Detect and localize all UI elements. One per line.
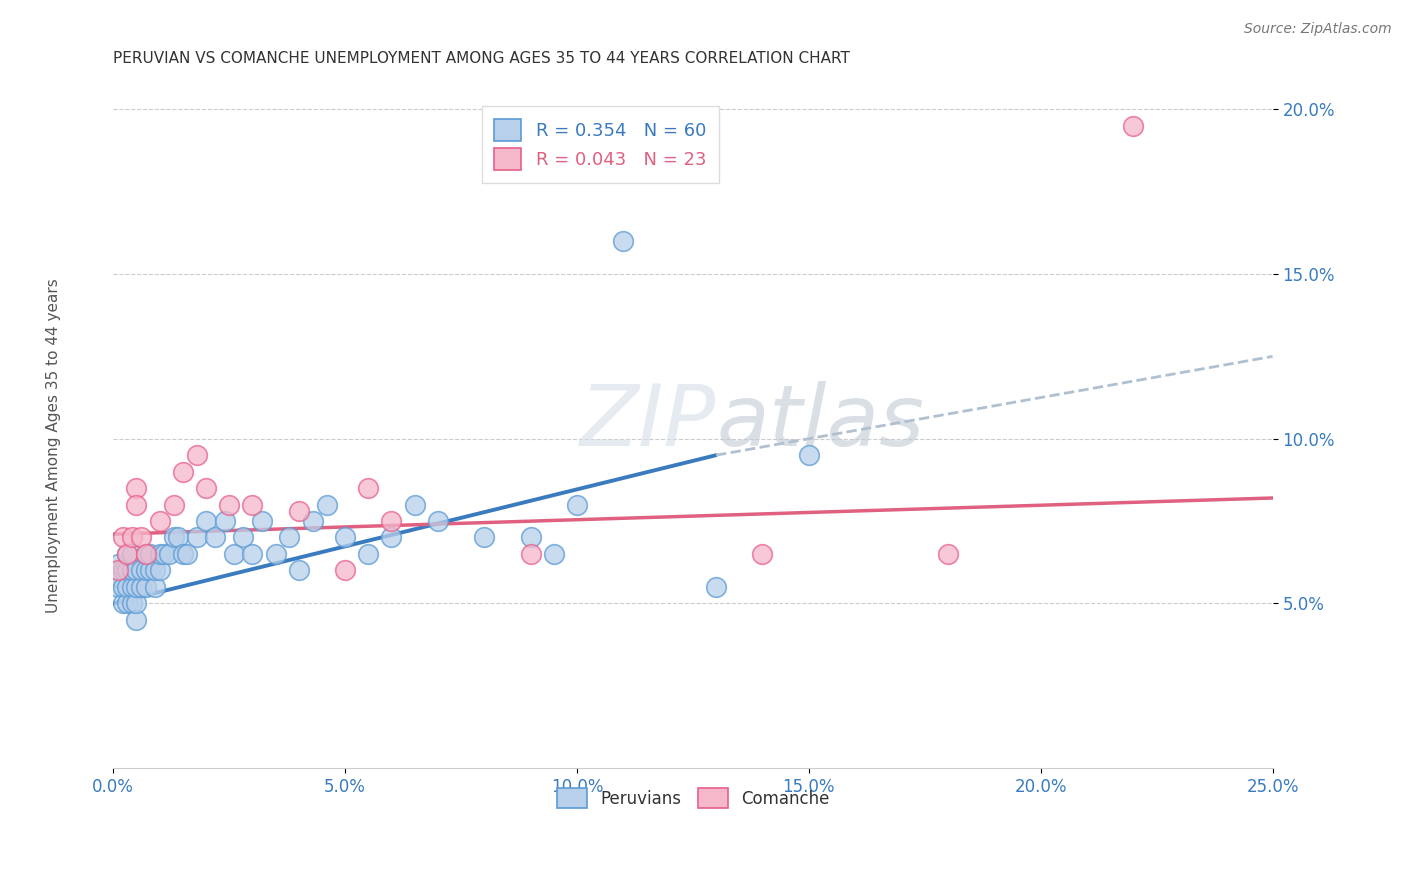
Point bbox=[135, 547, 157, 561]
Point bbox=[222, 547, 245, 561]
Point bbox=[153, 547, 176, 561]
Point bbox=[125, 596, 148, 610]
Point bbox=[797, 448, 820, 462]
Point bbox=[315, 498, 337, 512]
Point bbox=[404, 498, 426, 512]
Point bbox=[125, 481, 148, 495]
Point bbox=[115, 547, 138, 561]
Point bbox=[301, 514, 323, 528]
Point bbox=[380, 531, 402, 545]
Point bbox=[204, 531, 226, 545]
Point bbox=[121, 580, 143, 594]
Point bbox=[250, 514, 273, 528]
Point bbox=[107, 563, 129, 577]
Point bbox=[135, 547, 157, 561]
Point bbox=[111, 596, 134, 610]
Text: ZIP: ZIP bbox=[579, 381, 716, 464]
Point bbox=[115, 547, 138, 561]
Point bbox=[242, 547, 264, 561]
Point bbox=[143, 563, 166, 577]
Point bbox=[107, 580, 129, 594]
Point bbox=[115, 580, 138, 594]
Point bbox=[1122, 119, 1144, 133]
Point bbox=[242, 498, 264, 512]
Point bbox=[232, 531, 254, 545]
Point bbox=[565, 498, 588, 512]
Point bbox=[543, 547, 565, 561]
Point bbox=[121, 563, 143, 577]
Point bbox=[751, 547, 773, 561]
Point bbox=[157, 547, 180, 561]
Point bbox=[129, 531, 152, 545]
Point bbox=[149, 563, 172, 577]
Point bbox=[115, 563, 138, 577]
Point bbox=[357, 481, 380, 495]
Point bbox=[704, 580, 727, 594]
Point bbox=[195, 481, 218, 495]
Point bbox=[172, 547, 194, 561]
Point bbox=[107, 557, 129, 571]
Point bbox=[519, 547, 541, 561]
Point bbox=[167, 531, 190, 545]
Point bbox=[287, 563, 309, 577]
Point bbox=[172, 465, 194, 479]
Text: Source: ZipAtlas.com: Source: ZipAtlas.com bbox=[1244, 22, 1392, 37]
Point bbox=[129, 563, 152, 577]
Point bbox=[472, 531, 495, 545]
Point bbox=[135, 580, 157, 594]
Point bbox=[936, 547, 959, 561]
Point bbox=[121, 531, 143, 545]
Point bbox=[125, 613, 148, 627]
Point bbox=[139, 547, 162, 561]
Text: Unemployment Among Ages 35 to 44 years: Unemployment Among Ages 35 to 44 years bbox=[46, 278, 60, 614]
Point bbox=[111, 531, 134, 545]
Point bbox=[135, 563, 157, 577]
Point bbox=[333, 563, 356, 577]
Point bbox=[111, 563, 134, 577]
Point bbox=[111, 580, 134, 594]
Point bbox=[264, 547, 287, 561]
Point bbox=[162, 531, 184, 545]
Point bbox=[333, 531, 356, 545]
Legend: Peruvians, Comanche: Peruvians, Comanche bbox=[550, 781, 837, 815]
Point bbox=[357, 547, 380, 561]
Point bbox=[143, 580, 166, 594]
Point bbox=[121, 596, 143, 610]
Point bbox=[149, 514, 172, 528]
Point bbox=[129, 580, 152, 594]
Point bbox=[125, 498, 148, 512]
Point bbox=[125, 563, 148, 577]
Text: PERUVIAN VS COMANCHE UNEMPLOYMENT AMONG AGES 35 TO 44 YEARS CORRELATION CHART: PERUVIAN VS COMANCHE UNEMPLOYMENT AMONG … bbox=[114, 51, 851, 66]
Point bbox=[218, 498, 240, 512]
Point bbox=[139, 563, 162, 577]
Point bbox=[519, 531, 541, 545]
Point bbox=[115, 596, 138, 610]
Point bbox=[125, 580, 148, 594]
Point bbox=[287, 504, 309, 518]
Text: atlas: atlas bbox=[716, 381, 924, 464]
Point bbox=[426, 514, 449, 528]
Point bbox=[612, 234, 634, 248]
Point bbox=[195, 514, 218, 528]
Point bbox=[121, 547, 143, 561]
Point bbox=[278, 531, 301, 545]
Point bbox=[380, 514, 402, 528]
Point bbox=[149, 547, 172, 561]
Point bbox=[214, 514, 236, 528]
Point bbox=[186, 531, 208, 545]
Point bbox=[107, 570, 129, 584]
Point bbox=[186, 448, 208, 462]
Point bbox=[176, 547, 198, 561]
Point bbox=[162, 498, 184, 512]
